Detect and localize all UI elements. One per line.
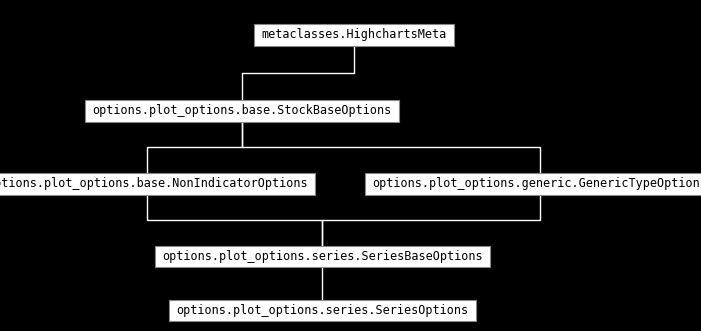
Text: options.plot_options.series.SeriesBaseOptions: options.plot_options.series.SeriesBaseOp… <box>162 250 483 263</box>
FancyBboxPatch shape <box>85 100 399 122</box>
Text: options.plot_options.series.SeriesOptions: options.plot_options.series.SeriesOption… <box>177 304 468 317</box>
Text: options.plot_options.base.NonIndicatorOptions: options.plot_options.base.NonIndicatorOp… <box>0 177 308 190</box>
Text: options.plot_options.generic.GenericTypeOptions: options.plot_options.generic.GenericType… <box>372 177 701 190</box>
FancyBboxPatch shape <box>365 173 701 195</box>
FancyBboxPatch shape <box>169 300 476 321</box>
Text: options.plot_options.base.StockBaseOptions: options.plot_options.base.StockBaseOptio… <box>93 104 391 118</box>
FancyBboxPatch shape <box>155 246 490 267</box>
Text: metaclasses.HighchartsMeta: metaclasses.HighchartsMeta <box>261 28 447 41</box>
FancyBboxPatch shape <box>0 173 315 195</box>
FancyBboxPatch shape <box>254 24 454 46</box>
